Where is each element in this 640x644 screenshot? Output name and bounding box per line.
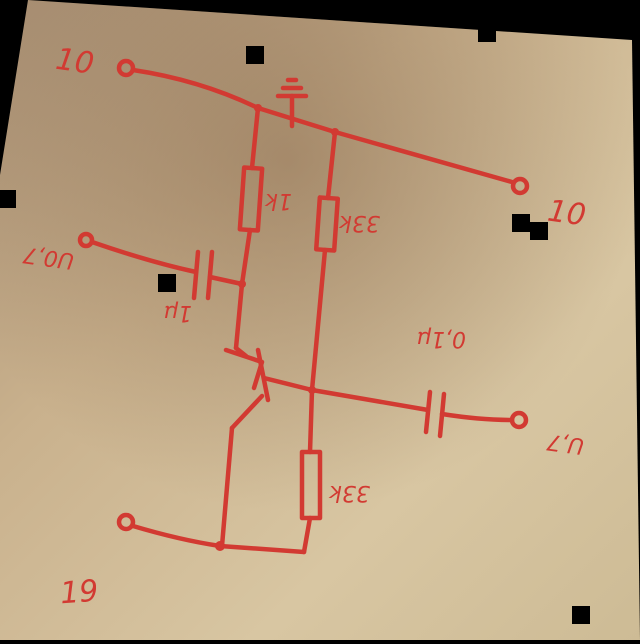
occlusion-block bbox=[246, 46, 264, 64]
occlusion-block bbox=[158, 274, 176, 292]
label-top-left-node: 10 bbox=[53, 42, 96, 82]
label-capacitor-1u: 1µ bbox=[164, 300, 192, 325]
occlusion-block bbox=[530, 222, 548, 240]
occlusion-block bbox=[512, 214, 530, 232]
label-right-node: 10 bbox=[545, 193, 588, 233]
label-resistor-33k-top: 33k bbox=[338, 210, 380, 235]
occlusion-block bbox=[0, 190, 16, 208]
occlusion-block bbox=[572, 606, 590, 624]
output-right-terminal bbox=[509, 410, 529, 430]
label-bottom-node: 19 bbox=[59, 574, 100, 612]
right-terminal bbox=[510, 176, 530, 196]
label-capacitor-0-1u: 0,1µ bbox=[417, 326, 466, 351]
label-resistor-33k-bottom: 33k bbox=[328, 480, 370, 505]
ground-symbol bbox=[275, 77, 309, 129]
label-output-right: U,7 bbox=[546, 428, 586, 458]
label-resistor-1k: 1k bbox=[264, 188, 292, 213]
bottom-terminal bbox=[116, 512, 136, 532]
transistor bbox=[223, 281, 315, 431]
occlusion-block bbox=[478, 24, 496, 42]
